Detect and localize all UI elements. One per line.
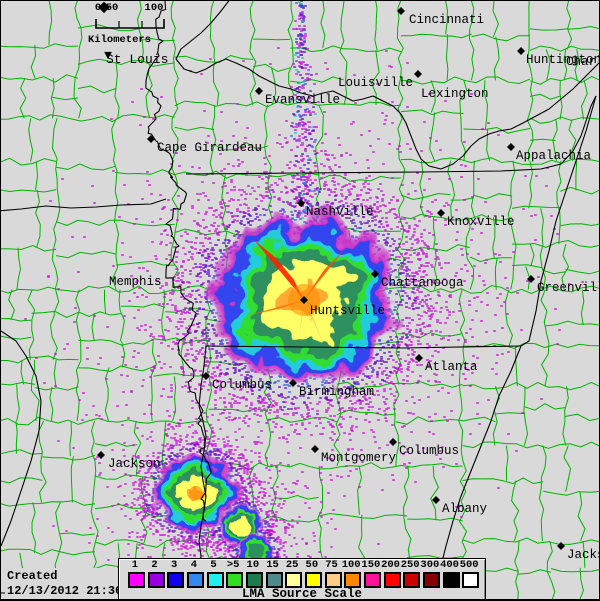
svg-text:Louisville: Louisville bbox=[338, 76, 413, 90]
svg-text:Jackson: Jackson bbox=[108, 457, 161, 471]
svg-text:Cincinnati: Cincinnati bbox=[409, 13, 484, 27]
svg-text:Atlanta: Atlanta bbox=[425, 360, 478, 374]
svg-text:Cape Girardeau: Cape Girardeau bbox=[157, 141, 262, 155]
svg-text:Montgomery: Montgomery bbox=[321, 451, 397, 465]
svg-text:Appalachia: Appalachia bbox=[516, 149, 592, 163]
svg-text:Albany: Albany bbox=[442, 502, 488, 516]
svg-text:Nashville: Nashville bbox=[306, 205, 374, 219]
svg-text:Columbus: Columbus bbox=[212, 378, 272, 392]
svg-text:Columbus: Columbus bbox=[399, 444, 459, 458]
svg-text:Greenville: Greenville bbox=[537, 281, 599, 295]
svg-text:Birmingham: Birmingham bbox=[299, 385, 374, 399]
svg-text:Jacksonville: Jacksonville bbox=[567, 548, 599, 562]
svg-text:Chattanooga: Chattanooga bbox=[381, 276, 464, 290]
svg-text:Memphis: Memphis bbox=[109, 275, 162, 289]
svg-text:Charleston: Charleston bbox=[566, 55, 599, 69]
svg-text:Knoxville: Knoxville bbox=[447, 215, 515, 229]
svg-text:Evansville: Evansville bbox=[265, 93, 340, 107]
svg-text:Huntsville: Huntsville bbox=[310, 304, 385, 318]
svg-text:Lexington: Lexington bbox=[421, 87, 489, 101]
